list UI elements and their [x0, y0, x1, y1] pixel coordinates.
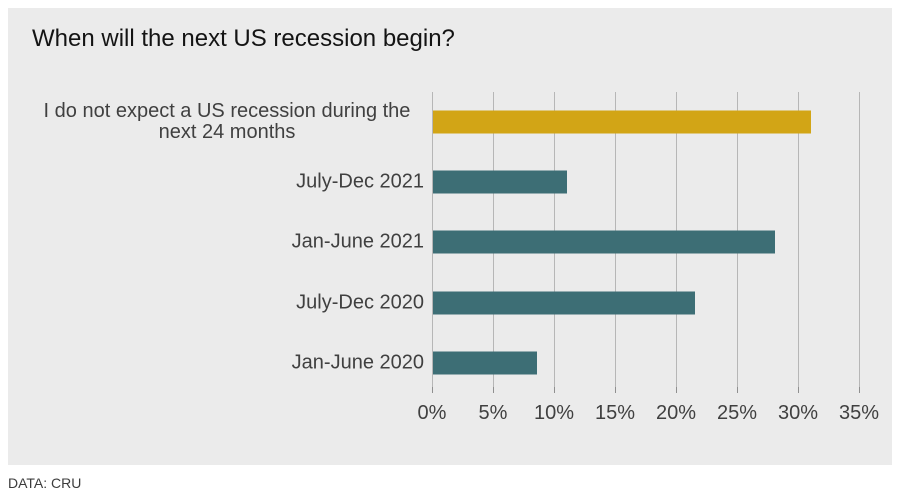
bar — [433, 351, 537, 375]
axis-tick — [493, 387, 494, 393]
chart-row: Jan-June 2021 — [292, 212, 860, 272]
axis-tick — [737, 387, 738, 393]
category-label: Jan-June 2020 — [291, 351, 424, 374]
axis-tick-label: 15% — [594, 402, 636, 424]
chart-row: Jan-June 2020 — [292, 333, 860, 393]
bar — [433, 110, 811, 134]
plot-area: 0% 5% 10% 15% 20% 25% 30% 35% I do not expect a … — [44, 92, 879, 423]
chart-row: July-Dec 2020 — [296, 273, 860, 333]
category-label: July-Dec 2021 — [296, 170, 424, 193]
chart-row: July-Dec 2021 — [296, 152, 860, 212]
category-label: July-Dec 2020 — [296, 291, 424, 314]
bar — [433, 230, 775, 254]
chart-title: When will the next US recession begin? — [32, 25, 455, 52]
gridline — [432, 92, 433, 387]
axis-tick — [798, 387, 799, 393]
axis-tick-label: 20% — [655, 402, 697, 424]
axis-tick — [676, 387, 677, 393]
bar — [433, 170, 567, 194]
gridline — [798, 92, 799, 387]
axis-tick-label: 30% — [777, 402, 819, 424]
axis-tick-label: 0% — [417, 402, 447, 424]
bar — [433, 291, 695, 315]
chart-panel: When will the next US recession begin? 0… — [8, 8, 892, 465]
axis-tick — [554, 387, 555, 393]
chart-row: I do not expect a US recession during th… — [44, 92, 860, 152]
category-label: Jan-June 2021 — [291, 230, 424, 253]
source-note: DATA: CRU — [8, 475, 82, 491]
gridline — [859, 92, 860, 387]
category-label: I do not expect a US recession during th… — [43, 100, 411, 144]
axis-tick-label: 5% — [478, 402, 508, 424]
axis-tick — [432, 387, 433, 393]
axis-tick-label: 25% — [716, 402, 758, 424]
axis-tick-label: 10% — [533, 402, 575, 424]
axis-tick — [615, 387, 616, 393]
axis-tick-label: 35% — [838, 402, 880, 424]
axis-tick — [859, 387, 860, 393]
